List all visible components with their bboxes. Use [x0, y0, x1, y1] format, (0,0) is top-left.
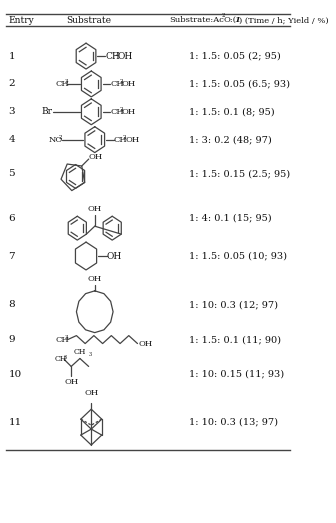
- Text: 1: 1: [8, 52, 15, 61]
- Text: 1: 1.5: 0.05 (2; 95): 1: 1.5: 0.05 (2; 95): [189, 52, 281, 61]
- Text: 7: 7: [8, 252, 15, 260]
- Text: 8: 8: [8, 300, 15, 309]
- Text: 3: 3: [8, 107, 15, 116]
- Text: ) (Time / h; Yield / %): ) (Time / h; Yield / %): [239, 16, 328, 24]
- Text: 6: 6: [8, 214, 15, 223]
- Text: 1: 1: [235, 16, 240, 24]
- Text: OH: OH: [89, 153, 103, 161]
- Text: CH: CH: [55, 80, 69, 88]
- Text: Substrate:Ac: Substrate:Ac: [169, 16, 224, 24]
- Text: CH: CH: [55, 336, 69, 344]
- Text: CH: CH: [74, 348, 86, 357]
- Text: 1: 10: 0.15 (11; 93): 1: 10: 0.15 (11; 93): [189, 370, 284, 379]
- Text: OH: OH: [138, 339, 153, 348]
- Text: 10: 10: [8, 370, 22, 379]
- Text: CH: CH: [111, 108, 124, 116]
- Text: O:(: O:(: [224, 16, 237, 24]
- Text: CH: CH: [105, 52, 120, 61]
- Text: CH: CH: [111, 80, 124, 88]
- Text: 3: 3: [89, 353, 92, 358]
- Text: OH: OH: [88, 275, 102, 283]
- Text: OH: OH: [107, 252, 122, 260]
- Text: OH: OH: [122, 108, 136, 116]
- Text: Substrate: Substrate: [66, 16, 111, 25]
- Text: OH: OH: [84, 389, 98, 397]
- Text: CH: CH: [114, 135, 128, 144]
- Text: 1: 1.5: 0.1 (8; 95): 1: 1.5: 0.1 (8; 95): [189, 107, 275, 116]
- Text: 1: 1.5: 0.1 (11; 90): 1: 1.5: 0.1 (11; 90): [189, 335, 281, 344]
- Text: 2: 2: [59, 135, 62, 140]
- Text: 1: 1.5: 0.05 (6.5; 93): 1: 1.5: 0.05 (6.5; 93): [189, 79, 290, 88]
- Text: 2: 2: [221, 13, 225, 18]
- Text: 1: 3: 0.2 (48; 97): 1: 3: 0.2 (48; 97): [189, 135, 272, 144]
- Text: 3: 3: [64, 356, 67, 360]
- Text: 1: 4: 0.1 (15; 95): 1: 4: 0.1 (15; 95): [189, 214, 271, 223]
- Text: NO: NO: [48, 135, 63, 144]
- Text: 1: 10: 0.3 (12; 97): 1: 10: 0.3 (12; 97): [189, 300, 278, 309]
- Text: 2: 2: [119, 79, 123, 84]
- Text: OH: OH: [118, 52, 133, 61]
- Text: 5: 5: [8, 169, 15, 178]
- Text: 4: 4: [8, 135, 15, 144]
- Text: CH: CH: [55, 356, 67, 363]
- Text: OH: OH: [88, 205, 102, 213]
- Text: 3: 3: [65, 335, 69, 340]
- Text: 2: 2: [119, 107, 123, 112]
- Text: 11: 11: [8, 418, 22, 427]
- Text: Entry: Entry: [8, 16, 34, 25]
- Text: 9: 9: [8, 335, 15, 344]
- Text: OH: OH: [64, 378, 78, 386]
- Text: OH: OH: [125, 135, 139, 144]
- Text: 1: 10: 0.3 (13; 97): 1: 10: 0.3 (13; 97): [189, 418, 278, 427]
- Text: 2: 2: [123, 135, 126, 140]
- Text: 1: 1.5: 0.15 (2.5; 95): 1: 1.5: 0.15 (2.5; 95): [189, 169, 290, 178]
- Text: 2: 2: [8, 79, 15, 88]
- Text: Br: Br: [41, 107, 52, 116]
- Text: 2: 2: [115, 52, 119, 56]
- Text: 3: 3: [65, 79, 69, 84]
- Text: 1: 1.5: 0.05 (10; 93): 1: 1.5: 0.05 (10; 93): [189, 252, 287, 260]
- Text: OH: OH: [122, 80, 136, 88]
